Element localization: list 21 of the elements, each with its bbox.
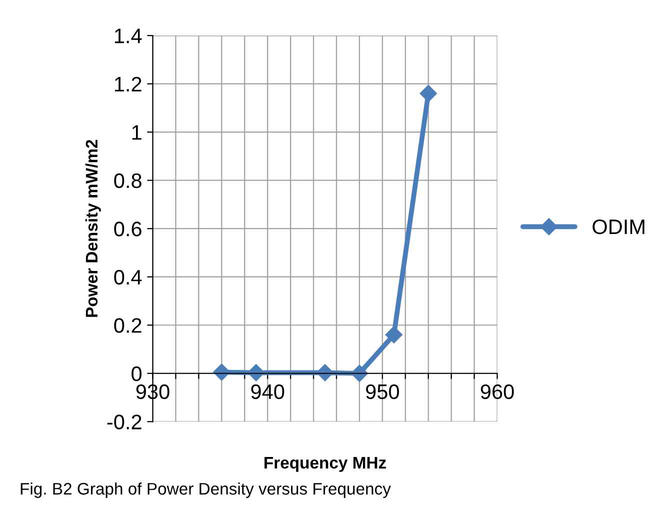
y-tick-label: -0.2 xyxy=(107,414,142,430)
x-tick-label: 940 xyxy=(251,384,284,400)
point xyxy=(213,364,230,381)
y-tick-label: 0.6 xyxy=(114,222,142,236)
x-axis-title: Frequency MHz xyxy=(264,457,386,472)
point xyxy=(420,84,437,102)
caption: Fig. B2 Graph of Power Density versus Frequency xyxy=(20,482,391,498)
legend-label: ODIM xyxy=(592,219,644,234)
point xyxy=(350,364,368,382)
x-tick-label: 960 xyxy=(480,384,514,400)
y-tick-label: 1 xyxy=(132,125,142,140)
point xyxy=(385,326,402,344)
y-tick-label: 0.2 xyxy=(114,318,142,333)
x-tick-label: 950 xyxy=(366,384,399,400)
y-tick-label: 1.2 xyxy=(114,76,142,92)
y-tick-label: 0.8 xyxy=(114,173,142,188)
point xyxy=(248,364,265,382)
y-tick-label: 0.4 xyxy=(114,270,142,285)
y-tick-label: 1.4 xyxy=(114,28,142,44)
y-axis-title: Power Density mW/m2 xyxy=(85,140,101,317)
y-tick-label: 0 xyxy=(132,366,142,382)
